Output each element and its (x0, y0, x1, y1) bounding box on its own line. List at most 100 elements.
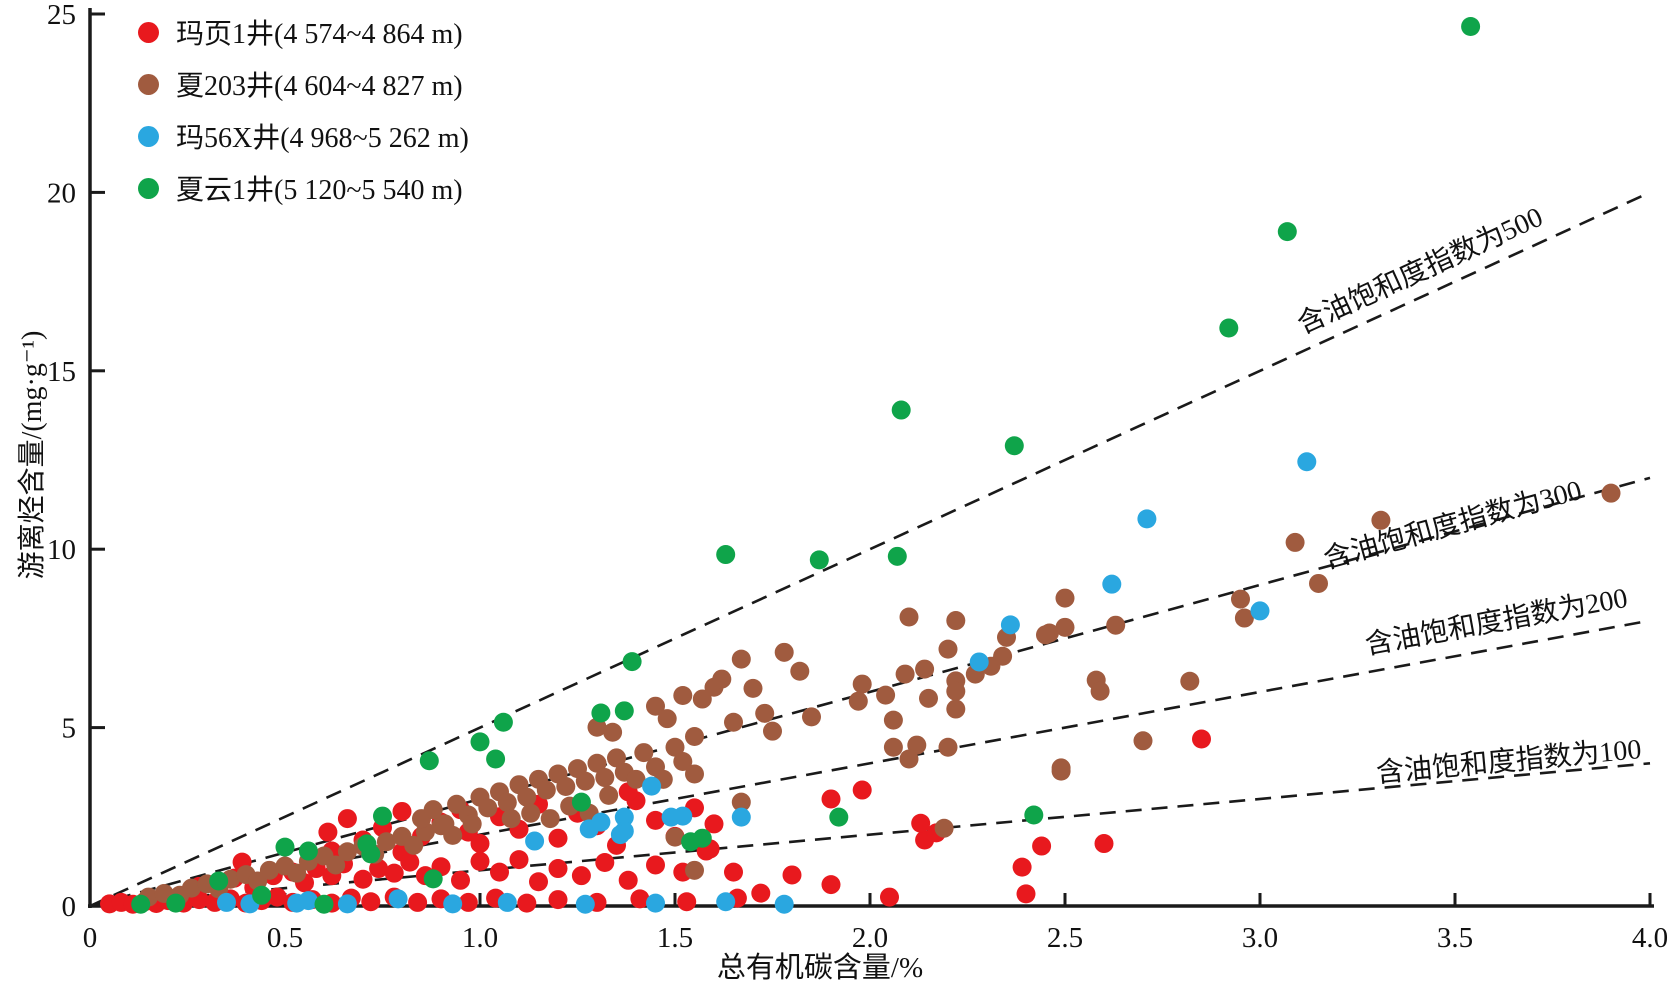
data-point-series-1 (665, 737, 685, 757)
data-point-series-1 (1133, 731, 1153, 751)
data-point-series-0 (1192, 729, 1211, 749)
data-point-series-1 (517, 787, 537, 807)
data-point-series-2 (614, 807, 634, 827)
y-tick-label: 25 (47, 0, 76, 31)
data-point-series-1 (774, 642, 794, 662)
data-point-series-1 (657, 709, 677, 729)
osi-100-line (89, 761, 1651, 908)
data-point-series-0 (852, 780, 872, 800)
x-tick-label: 4.0 (1632, 922, 1668, 954)
data-point-series-3 (1024, 805, 1044, 825)
data-point-series-1 (646, 696, 665, 716)
data-point-series-2 (575, 894, 595, 914)
legend-dot (138, 73, 159, 95)
data-point-series-1 (883, 737, 903, 757)
data-point-series-1 (755, 703, 775, 723)
data-point-series-0 (548, 828, 568, 848)
data-point-series-1 (536, 780, 556, 800)
data-point-series-1 (326, 855, 346, 875)
data-point-series-3 (614, 701, 634, 721)
data-point-series-1 (603, 722, 623, 742)
data-point-series-1 (802, 707, 821, 727)
data-point-series-3 (470, 732, 490, 752)
data-point-series-1 (478, 798, 498, 818)
data-point-series-1 (404, 835, 424, 855)
legend-dot (138, 177, 159, 199)
data-point-series-1 (575, 771, 595, 791)
x-axis-title: 总有机碳含量/% (716, 952, 924, 984)
data-point-series-0 (880, 887, 899, 907)
data-point-series-3 (891, 400, 911, 420)
data-point-series-1 (595, 768, 615, 788)
data-point-series-0 (361, 892, 381, 912)
data-point-series-0 (1094, 834, 1114, 854)
data-point-series-3 (419, 751, 439, 771)
osi-300-line (89, 476, 1651, 908)
data-point-series-1 (259, 860, 279, 880)
data-point-series-2 (579, 819, 599, 839)
data-point-series-1 (946, 611, 966, 631)
legend-item: 玛56X井(4 968~5 262 m) (138, 110, 469, 162)
data-point-series-1 (895, 664, 915, 684)
legend-label: 玛56X井(4 968~5 262 m) (176, 123, 469, 154)
data-point-series-0 (548, 890, 568, 910)
data-point-series-0 (595, 852, 615, 872)
data-point-series-1 (423, 800, 443, 820)
data-point-series-0 (267, 887, 287, 907)
data-point-series-1 (587, 717, 607, 737)
data-point-series-1 (337, 842, 357, 862)
data-point-series-0 (392, 801, 412, 821)
legend-dot (138, 125, 159, 147)
data-point-series-1 (1036, 625, 1055, 645)
data-point-series-3 (1219, 318, 1239, 338)
legend-item: 玛页1井(4 574~4 864 m) (138, 6, 469, 58)
data-point-series-1 (790, 661, 810, 681)
data-point-series-0 (646, 855, 665, 875)
osi-500-label: 含油饱和度指数为500 (1292, 201, 1547, 341)
data-point-series-0 (677, 892, 697, 912)
data-point-series-0 (630, 889, 650, 909)
legend-dot (138, 21, 159, 43)
data-point-series-1 (435, 814, 455, 834)
data-point-series-3 (591, 703, 611, 723)
data-point-series-1 (181, 878, 201, 898)
data-point-series-1 (462, 814, 482, 834)
y-tick-label: 5 (62, 713, 77, 745)
data-point-series-2 (673, 806, 693, 826)
data-point-series-3 (716, 545, 736, 565)
data-point-series-1 (883, 710, 903, 730)
data-point-series-1 (521, 803, 541, 823)
data-point-series-0 (646, 810, 665, 830)
data-point-series-2 (774, 894, 794, 914)
legend-item: 夏203井(4 604~4 827 m) (138, 58, 469, 110)
data-point-series-1 (876, 685, 896, 705)
legend-label: 夏云1井(5 120~5 540 m) (176, 175, 463, 206)
data-point-series-3 (423, 869, 443, 889)
data-point-series-2 (646, 893, 665, 913)
data-point-series-1 (938, 737, 958, 757)
data-point-series-0 (724, 862, 743, 882)
data-point-series-0 (1016, 884, 1036, 904)
data-point-series-2 (1102, 574, 1122, 594)
data-point-series-1 (673, 685, 693, 705)
data-point-series-1 (899, 749, 919, 769)
data-point-series-1 (1180, 671, 1200, 691)
data-point-series-3 (252, 885, 272, 905)
data-point-series-1 (376, 832, 396, 852)
data-point-series-0 (353, 869, 373, 889)
x-tick-label: 2.0 (852, 922, 888, 954)
data-point-series-3 (275, 837, 295, 857)
data-point-series-0 (571, 866, 591, 886)
data-point-series-1 (1601, 483, 1621, 503)
y-tick-label: 10 (47, 534, 76, 566)
x-tick-label: 2.5 (1047, 922, 1083, 954)
data-point-series-1 (599, 785, 619, 805)
data-point-series-2 (337, 894, 357, 914)
data-point-series-1 (692, 689, 712, 709)
data-point-series-0 (458, 892, 478, 912)
legend-label: 夏203井(4 604~4 827 m) (176, 71, 463, 102)
data-point-series-2 (497, 892, 517, 912)
data-point-series-3 (1004, 436, 1024, 456)
